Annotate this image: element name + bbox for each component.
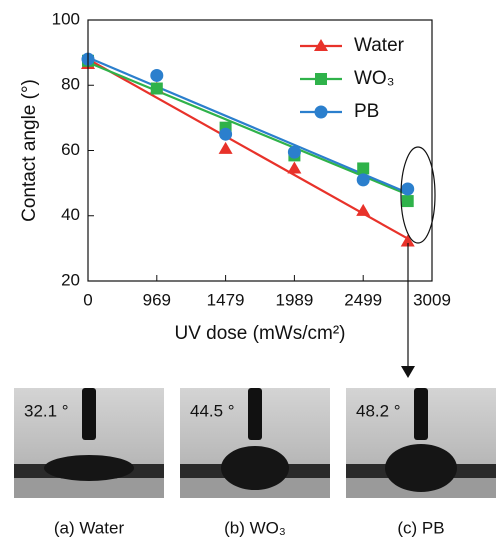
x-tick-label: 0 bbox=[83, 290, 92, 309]
droplet bbox=[44, 455, 134, 481]
angle-label: 48.2 ° bbox=[356, 401, 401, 420]
x-tick-label: 1479 bbox=[207, 290, 245, 309]
legend-label: PB bbox=[354, 101, 379, 122]
fit-line bbox=[87, 56, 409, 194]
x-tick-label: 969 bbox=[143, 290, 171, 309]
needle bbox=[414, 388, 428, 440]
panel-caption: (b) WO₃ bbox=[224, 518, 286, 537]
plot: 20 40 60 80 100 0 969 1479 1989 2499 3009 UV dose (… bbox=[19, 9, 451, 344]
needle bbox=[248, 388, 262, 440]
marker bbox=[356, 173, 370, 187]
y-tick-label: 60 bbox=[61, 140, 80, 159]
legend-label: Water bbox=[354, 35, 405, 56]
arrow-head bbox=[401, 366, 415, 378]
plot-frame bbox=[87, 19, 433, 282]
marker bbox=[287, 145, 301, 159]
x-axis-label: UV dose (mWs/cm²) bbox=[175, 323, 346, 344]
marker bbox=[357, 162, 370, 175]
x-tick-label: 3009 bbox=[413, 290, 451, 309]
x-tick-label: 2499 bbox=[344, 290, 382, 309]
marker bbox=[356, 203, 371, 216]
legend-marker bbox=[314, 105, 328, 119]
marker bbox=[400, 234, 415, 247]
legend-label: WO₃ bbox=[354, 68, 394, 89]
x-tick-label: 1989 bbox=[275, 290, 313, 309]
y-tick-label: 20 bbox=[61, 270, 80, 289]
y-tick-label: 80 bbox=[61, 75, 80, 94]
angle-label: 32.1 ° bbox=[24, 401, 69, 420]
highlight-ellipse bbox=[400, 146, 436, 244]
legend-marker bbox=[314, 39, 328, 51]
marker bbox=[150, 68, 164, 82]
marker bbox=[287, 161, 302, 174]
y-tick-label: 100 bbox=[52, 9, 80, 28]
fit-line bbox=[87, 58, 409, 240]
substrate-reflection bbox=[14, 478, 164, 498]
panel-caption: (a) Water bbox=[54, 518, 125, 537]
marker bbox=[150, 82, 163, 95]
y-axis-label: Contact angle (°) bbox=[19, 79, 40, 222]
photo-panels: 32.1 ° (a) Water 44.5 ° (b) WO₃ 48.2 ° (c) PB bbox=[14, 388, 496, 537]
marker bbox=[401, 182, 415, 196]
marker bbox=[219, 127, 233, 141]
droplet bbox=[385, 444, 457, 492]
legend-marker bbox=[315, 73, 327, 85]
needle bbox=[82, 388, 96, 440]
angle-label: 44.5 ° bbox=[190, 401, 235, 420]
y-tick-label: 40 bbox=[61, 205, 80, 224]
marker bbox=[218, 141, 233, 154]
droplet bbox=[221, 446, 289, 490]
panel-caption: (c) PB bbox=[397, 518, 444, 537]
fit-line bbox=[87, 61, 409, 196]
marker bbox=[401, 195, 414, 208]
